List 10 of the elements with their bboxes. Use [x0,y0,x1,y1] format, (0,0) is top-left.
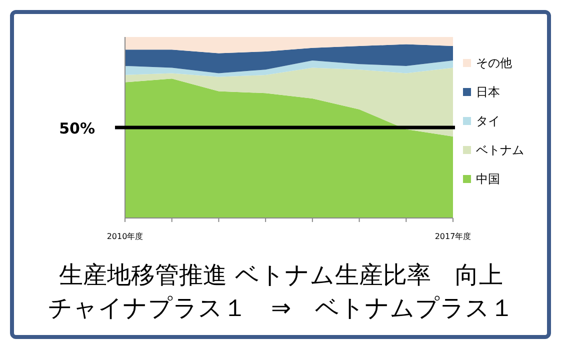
text: チャイナプラス１ ⇒ ベトナムプラス１ [48,294,514,322]
legend-label: ベトナム [476,143,524,157]
text: 生産地移管推進 ベトナム生産比率 向上 [59,261,503,289]
legend-label: 日本 [476,85,500,99]
x-tick-label: 2010年度 [106,232,144,241]
legend-label: 中国 [476,172,500,186]
ref-line-label: 50% [59,120,95,138]
legend-label: タイ [476,114,500,128]
x-tick-label: 2017年度 [434,232,472,241]
legend-label: その他 [476,56,512,70]
